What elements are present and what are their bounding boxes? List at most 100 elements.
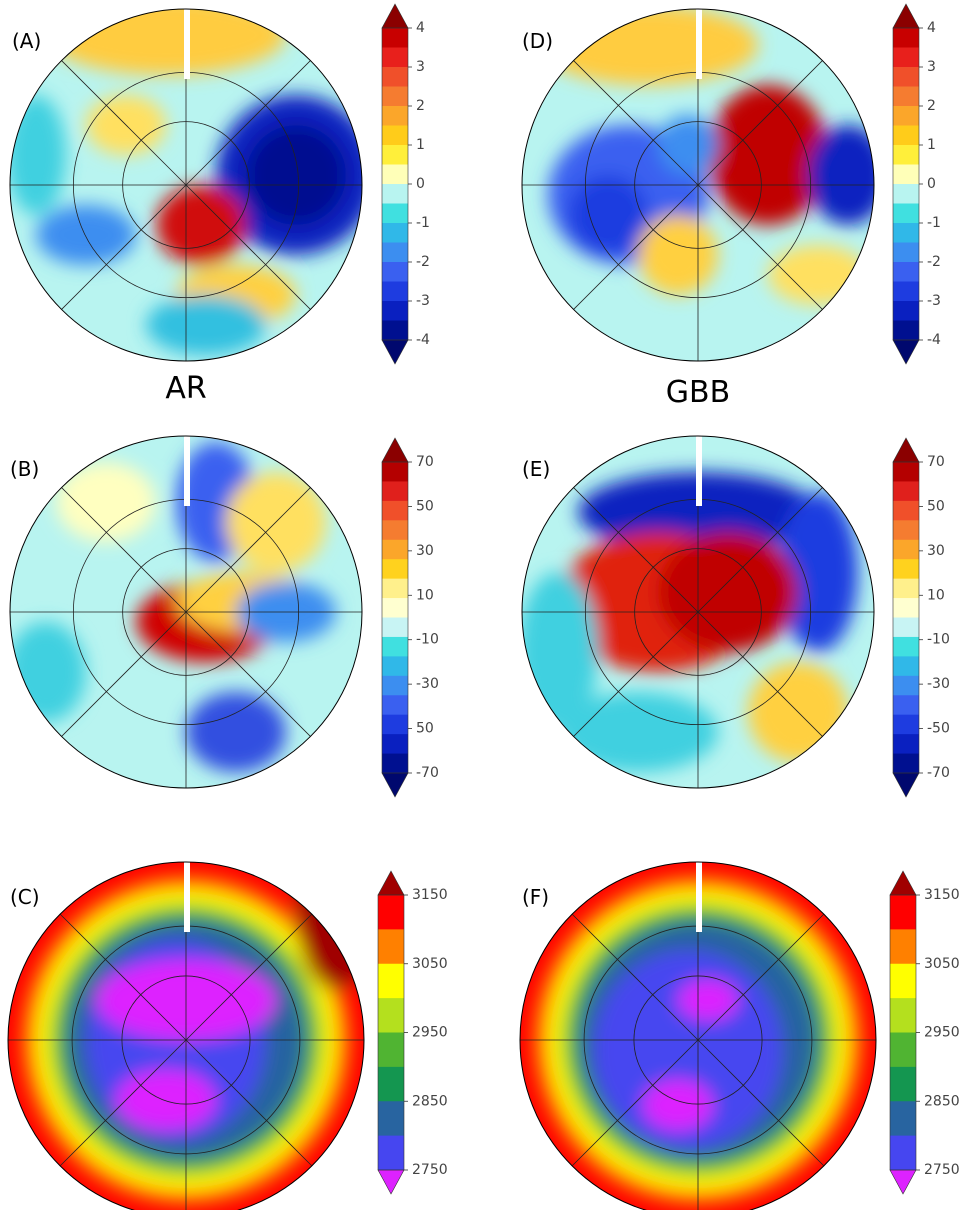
- colorbar-tick-label: 50: [416, 498, 434, 514]
- meridian: [185, 487, 311, 613]
- meridian: [59, 1039, 187, 1167]
- meridian: [61, 487, 187, 613]
- field-blob: [146, 295, 266, 355]
- colorbar-segment: [382, 281, 408, 302]
- colorbar-tick-label: 2: [416, 98, 425, 114]
- field-blob: [638, 215, 718, 295]
- colorbar-segment: [890, 998, 916, 1033]
- panel-label: (E): [522, 457, 550, 481]
- colorbar-segment: [893, 242, 919, 263]
- colorbar-segment: [378, 1066, 404, 1102]
- colorbar-tick-label: 10: [416, 587, 434, 603]
- meridian: [573, 611, 699, 737]
- colorbar-segment: [893, 675, 919, 696]
- panel-label: (A): [12, 29, 41, 53]
- meridian: [61, 184, 187, 310]
- meridian: [185, 60, 311, 186]
- map-panel: [521, 435, 875, 789]
- colorbar-segment: [382, 636, 408, 657]
- colorbar-segment: [382, 184, 408, 204]
- colorbar-segment: [378, 998, 404, 1033]
- colorbar-segment: [893, 753, 919, 774]
- map-field: [520, 862, 876, 1210]
- colorbar-segment: [378, 1101, 404, 1137]
- colorbar-tick-label: -2: [416, 254, 430, 270]
- map-border: [9, 8, 363, 362]
- field-blobs: [10, 442, 336, 772]
- colorbar-segment: [378, 1032, 404, 1068]
- colorbar-tick-label: -4: [927, 332, 941, 348]
- colorbar-segment: [893, 106, 919, 126]
- colorbar-segment: [893, 145, 919, 165]
- meridian: [61, 60, 187, 186]
- meridian: [573, 60, 699, 186]
- colorbar-tick-label: 3: [927, 59, 936, 75]
- colorbar-over: [889, 870, 917, 896]
- field-blob: [558, 692, 718, 772]
- meridian: [697, 1039, 825, 1167]
- colorbar-segment: [893, 164, 919, 185]
- map-border: [521, 435, 875, 789]
- colorbar-segment: [893, 656, 919, 677]
- panel-label: (C): [10, 885, 40, 909]
- colorbar-over: [892, 3, 920, 29]
- field-blob: [56, 462, 156, 542]
- meridian: [697, 60, 823, 186]
- colorbar-tick-label: -30: [927, 676, 950, 692]
- colorbar-segment: [893, 462, 919, 482]
- colorbar-segment: [893, 223, 919, 243]
- colorbar-segment: [382, 242, 408, 263]
- colorbar-segment: [382, 695, 408, 716]
- colorbar-over: [892, 437, 920, 463]
- colorbar-segment: [382, 462, 408, 482]
- field-blob: [678, 980, 738, 1020]
- colorbar-tick-label: -70: [927, 765, 950, 781]
- colorbar-segment: [382, 28, 408, 48]
- missing-wedge: [696, 862, 702, 932]
- colorbar-segment: [382, 320, 408, 341]
- colorbar-tick-label: 2850: [412, 1093, 448, 1109]
- colorbar-segment: [382, 164, 408, 185]
- meridian: [185, 913, 313, 1041]
- colorbar-segment: [893, 539, 919, 560]
- colorbar-segment: [893, 28, 919, 48]
- colorbar-segment: [893, 578, 919, 599]
- colorbar-segment: [382, 481, 408, 502]
- colorbar-tick-label: 3150: [412, 887, 448, 903]
- map-panel: [9, 435, 363, 789]
- meridian: [185, 1039, 313, 1167]
- field-blob: [643, 1080, 713, 1130]
- colorbar-segment: [893, 617, 919, 638]
- map-border: [521, 8, 875, 362]
- colorbar-under: [889, 1169, 917, 1195]
- colorbar-segment: [382, 223, 408, 243]
- panel-label: (D): [522, 29, 553, 53]
- field-blob: [246, 125, 346, 225]
- panel-label: (F): [522, 885, 549, 909]
- colorbar-segment: [893, 320, 919, 341]
- colorbar-tick-label: 30: [927, 543, 945, 559]
- colorbar-segment: [382, 598, 408, 618]
- colorbar-tick-label: 2850: [924, 1093, 960, 1109]
- colorbar-segment: [382, 520, 408, 541]
- map-field: [8, 862, 364, 1210]
- meridian: [185, 184, 311, 310]
- colorbar-under: [381, 772, 409, 798]
- colorbar-tick-label: 1: [416, 137, 425, 153]
- colorbar-tick-label: -1: [927, 215, 941, 231]
- colorbar-segment: [382, 203, 408, 224]
- map-field: [522, 9, 874, 361]
- colorbar-segment: [378, 963, 404, 999]
- colorbar-tick-label: -70: [416, 765, 439, 781]
- field-blob: [116, 1070, 216, 1130]
- colorbar-tick-label: 3050: [412, 956, 448, 972]
- colorbar-segment: [893, 281, 919, 302]
- meridian: [697, 184, 823, 310]
- colorbar-tick-label: -3: [416, 293, 430, 309]
- field-blob: [186, 692, 286, 772]
- field-blob: [10, 622, 86, 722]
- colorbar-tick-label: 0: [416, 176, 425, 192]
- colorbar-tick-label: 3: [416, 59, 425, 75]
- colorbar-segment: [382, 125, 408, 146]
- colorbar-segment: [890, 1032, 916, 1068]
